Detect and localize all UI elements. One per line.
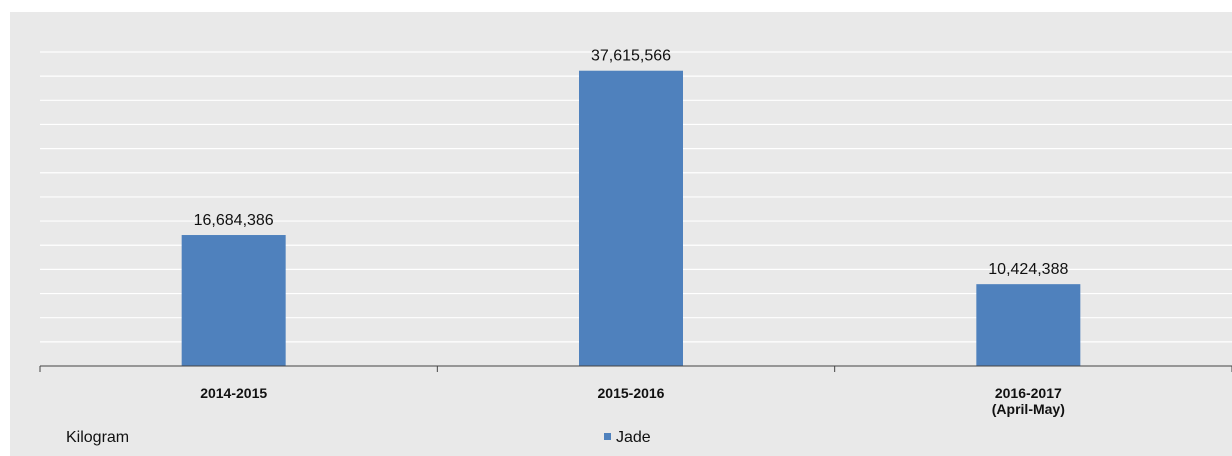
x-tick-labels: 2014-2015 2015-2016 2016-2017(April-May) xyxy=(200,385,1065,417)
x-axis xyxy=(39,365,1232,372)
bars xyxy=(181,70,1081,366)
bar-chart: 16,684,386 37,615,566 10,424,388 2014-2015… xyxy=(39,48,1232,446)
bar-2 xyxy=(579,70,683,366)
bar-1 xyxy=(181,235,286,366)
data-label-1: 16,684,386 xyxy=(194,212,274,229)
data-labels: 16,684,386 37,615,566 10,424,388 xyxy=(194,48,1069,278)
unit-label: Kilogram xyxy=(66,429,129,446)
data-label-2: 37,615,566 xyxy=(591,48,671,65)
bar-3 xyxy=(976,284,1081,366)
x-tick-label-3-line-1: 2016-2017 xyxy=(995,385,1062,401)
legend: Jade xyxy=(604,429,651,446)
data-label-3: 10,424,388 xyxy=(988,261,1068,278)
chart-area: 16,684,386 37,615,566 10,424,388 2014-2015… xyxy=(10,12,1232,456)
legend-swatch-jade xyxy=(604,433,611,440)
legend-label-jade: Jade xyxy=(616,429,651,446)
x-tick-label-2: 2015-2016 xyxy=(598,385,665,401)
x-tick-label-3-line-2: (April-May) xyxy=(992,401,1065,417)
x-tick-label-1: 2014-2015 xyxy=(200,385,267,401)
